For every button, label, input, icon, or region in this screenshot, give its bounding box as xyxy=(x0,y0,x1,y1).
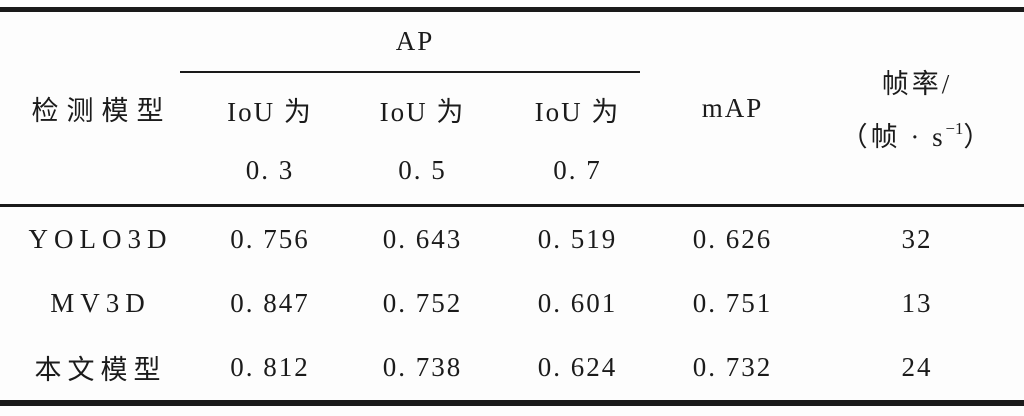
framerate-value: 24 xyxy=(901,352,933,383)
model-name: 本文模型 xyxy=(34,355,167,386)
map-value: 0. 751 xyxy=(692,287,773,318)
framerate-value: 13 xyxy=(901,287,933,318)
header-cell-model: 检测模型 xyxy=(31,95,172,126)
ap-iou03-value: 0. 812 xyxy=(230,352,310,383)
iou-threshold: 0. 5 xyxy=(398,154,447,185)
iou-label: IoU 为 xyxy=(534,96,621,127)
ap-iou05-value: 0. 752 xyxy=(382,287,463,318)
header-cell-iou-0-3: IoU 为 0. 3 xyxy=(195,71,345,204)
superscript-minus-one: −1 xyxy=(945,118,964,138)
header-separator-rule xyxy=(0,204,1024,207)
header-cell-framerate: 帧率/ （帧 · s−1） xyxy=(810,12,1024,204)
framerate-value: 32 xyxy=(901,223,933,254)
table-row-yolo3d: YOLO3D 0. 756 0. 643 0. 519 0. 626 32 xyxy=(0,207,1024,271)
table-row-proposed-model: 本文模型 0. 812 0. 738 0. 624 0. 732 24 xyxy=(0,336,1024,400)
header-cell-ap: AP xyxy=(395,26,435,56)
table-header: 检测模型 AP IoU 为 0. 3 IoU 为 0. 5 IoU 为 0. 7… xyxy=(0,12,1024,204)
header-cell-iou-0-5: IoU 为 0. 5 xyxy=(345,71,500,204)
table-top-rule xyxy=(0,7,1024,12)
ap-iou03-value: 0. 756 xyxy=(230,223,310,254)
table-body: YOLO3D 0. 756 0. 643 0. 519 0. 626 32 MV… xyxy=(0,207,1024,400)
header-cell-iou-0-7: IoU 为 0. 7 xyxy=(500,71,655,204)
model-name: YOLO3D xyxy=(28,223,173,254)
iou-threshold: 0. 3 xyxy=(245,154,295,185)
ap-iou05-value: 0. 738 xyxy=(382,352,463,383)
header-group-ap: AP IoU 为 0. 3 IoU 为 0. 5 IoU 为 0. 7 xyxy=(195,12,655,204)
ap-iou05-value: 0. 643 xyxy=(382,223,463,254)
map-value: 0. 732 xyxy=(692,352,773,383)
ap-iou07-value: 0. 601 xyxy=(537,287,618,318)
framerate-label: 帧率/ xyxy=(881,69,953,99)
iou-threshold: 0. 7 xyxy=(553,154,602,185)
header-cell-map: mAP xyxy=(701,92,764,123)
map-value: 0. 626 xyxy=(692,223,773,254)
ap-group-underline xyxy=(180,71,640,73)
header-iou-subrow: IoU 为 0. 3 IoU 为 0. 5 IoU 为 0. 7 xyxy=(195,71,655,204)
framerate-unit: （帧 · s−1） xyxy=(840,118,994,153)
ap-iou03-value: 0. 847 xyxy=(230,287,310,318)
ap-iou07-value: 0. 519 xyxy=(537,223,618,254)
iou-label: IoU 为 xyxy=(379,96,466,127)
table-bottom-rule xyxy=(0,400,1024,406)
model-name: MV3D xyxy=(50,287,151,318)
ap-iou07-value: 0. 624 xyxy=(537,352,618,383)
table-row-mv3d: MV3D 0. 847 0. 752 0. 601 0. 751 13 xyxy=(0,271,1024,335)
iou-label: IoU 为 xyxy=(227,96,313,127)
